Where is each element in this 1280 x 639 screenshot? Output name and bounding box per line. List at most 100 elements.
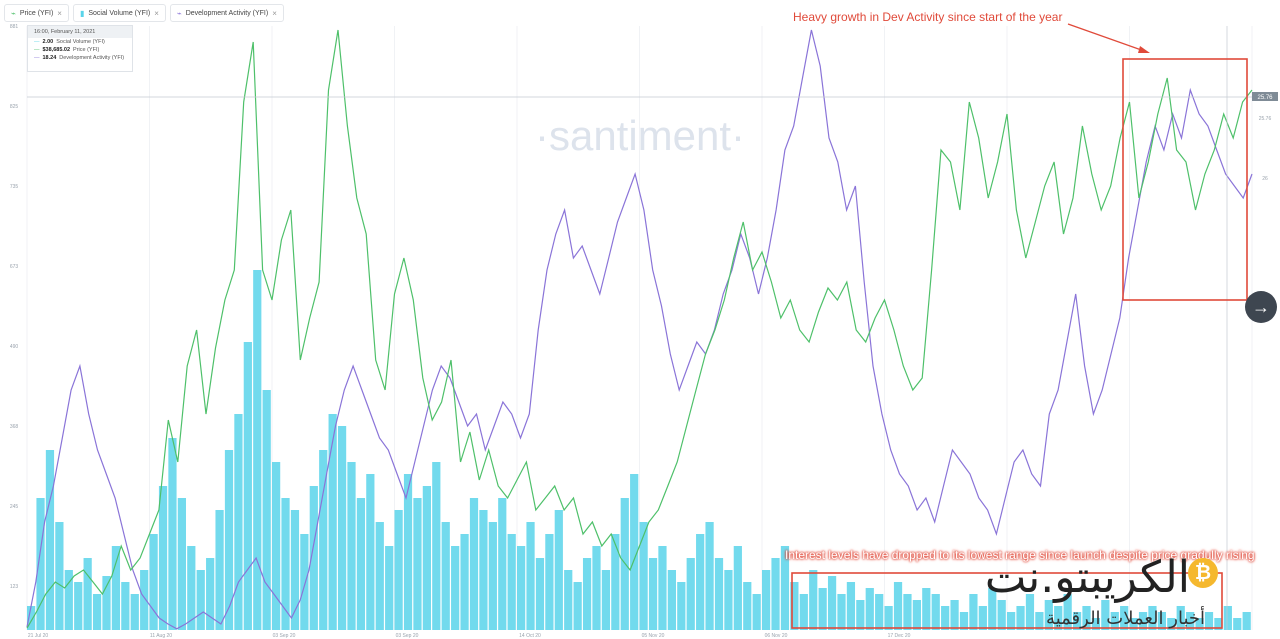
- close-icon[interactable]: ×: [57, 8, 62, 18]
- social-volume-bar: [1016, 606, 1025, 630]
- social-volume-bar: [55, 522, 64, 630]
- y-right-tick-label: 26: [1262, 176, 1268, 182]
- social-volume-bar: [451, 546, 460, 630]
- social-volume-bar: [83, 558, 92, 630]
- social-volume-bar: [884, 606, 893, 630]
- social-volume-bar: [394, 510, 403, 630]
- price-line: [26, 29, 1253, 629]
- social-volume-bar: [1025, 594, 1035, 630]
- social-volume-bar: [187, 546, 196, 630]
- social-volume-bar: [790, 582, 799, 630]
- annotation-interest-drop: Interest levels have dropped to its lowe…: [785, 548, 1255, 562]
- next-arrow-button[interactable]: →: [1245, 291, 1277, 323]
- tooltip-social-label: Social Volume (YFI): [56, 39, 105, 45]
- social-volume-bar: [168, 438, 177, 630]
- y-tick-label: 881: [10, 24, 19, 30]
- social-volume-bar: [799, 594, 808, 630]
- social-volume-bar: [809, 570, 818, 630]
- social-volume-bar: [36, 498, 45, 630]
- social-volume-bar: [686, 558, 695, 630]
- social-volume-bar: [818, 588, 827, 630]
- social-volume-bar: [752, 594, 761, 630]
- social-volume-bar: [337, 426, 347, 630]
- social-volume-bar: [733, 546, 742, 630]
- tab-price[interactable]: ⌁ Price (YFI) ×: [4, 4, 69, 22]
- social-volume-bar: [724, 570, 733, 630]
- site-logo: الكريبتو.نت ₿ أخبار العملات الرقمية: [930, 552, 1250, 638]
- social-volume-bar: [422, 486, 431, 630]
- social-volume-bar: [347, 462, 356, 630]
- x-tick-label: 21 Jul 20: [28, 633, 49, 639]
- social-volume-bar: [601, 570, 611, 630]
- social-volume-bar: [281, 498, 290, 630]
- social-volume-bar: [677, 582, 686, 630]
- social-volume-bar: [827, 576, 837, 630]
- social-volume-bar: [658, 546, 667, 630]
- logo-arabic-title: الكريبتو.نت: [984, 552, 1190, 603]
- tooltip-row-social: — 2.00 Social Volume (YFI): [28, 38, 132, 46]
- social-volume-bar: [102, 576, 111, 630]
- social-volume-bar: [1063, 594, 1072, 630]
- social-volume-bar: [1091, 618, 1101, 630]
- series-tabs: ⌁ Price (YFI) × ▮ Social Volume (YFI) × …: [4, 4, 284, 22]
- line-icon: ⌁: [176, 8, 182, 18]
- social-volume-bar: [215, 510, 224, 630]
- social-volume-bar: [441, 522, 450, 630]
- social-volume-bar: [969, 594, 978, 630]
- tab-price-label: Price (YFI): [19, 9, 54, 17]
- social-volume-bar: [554, 510, 563, 630]
- social-volume-bar: [997, 600, 1006, 630]
- social-volume-bar: [498, 498, 507, 630]
- social-volume-bar: [158, 486, 168, 630]
- y-right-tick-label: 25.76: [1259, 116, 1272, 122]
- x-axis: 21 Jul 20 11 Aug 20 03 Sep 20 03 Sep 20 14 O…: [28, 633, 911, 639]
- y-axis-left: 881 825 735 673 490 368 245 123: [10, 24, 19, 590]
- social-volume-bar: [356, 498, 366, 630]
- social-volume-bar: [771, 558, 780, 630]
- tab-dev-activity[interactable]: ⌁ Development Activity (YFI) ×: [169, 4, 284, 22]
- social-volume-bar: [253, 270, 262, 630]
- x-tick-label: 17 Dec 20: [888, 633, 911, 639]
- crosshair-value-badge: 25.76: [1252, 92, 1278, 101]
- y-tick-label: 368: [10, 424, 19, 430]
- tab-dev-activity-label: Development Activity (YFI): [185, 9, 269, 17]
- social-volume-bar: [262, 390, 271, 630]
- social-volume-bar: [385, 546, 394, 630]
- social-volume-bar: [941, 606, 950, 630]
- social-volume-bar: [413, 498, 422, 630]
- y-tick-label: 825: [10, 104, 19, 110]
- social-volume-bar: [460, 534, 469, 630]
- social-volume-bar: [290, 510, 300, 630]
- close-icon[interactable]: ×: [272, 8, 277, 18]
- social-volume-bar: [1120, 606, 1129, 630]
- social-volume-bar: [573, 582, 582, 630]
- social-volume-bar: [234, 414, 243, 630]
- x-tick-label: 11 Aug 20: [150, 633, 172, 639]
- social-volume-bar: [696, 534, 705, 630]
- social-volume-bar: [309, 486, 318, 630]
- social-volume-bar: [403, 474, 413, 630]
- tooltip-dev-value: 18.24: [42, 55, 57, 61]
- bar-icon: —: [34, 39, 40, 45]
- tab-social-volume[interactable]: ▮ Social Volume (YFI) ×: [72, 4, 166, 22]
- tab-social-volume-label: Social Volume (YFI): [88, 9, 151, 17]
- line-icon: ⌁: [11, 8, 16, 18]
- logo-arabic-subtitle: أخبار العملات الرقمية: [1046, 608, 1205, 629]
- social-volume-bar: [27, 606, 36, 630]
- social-volume-bar: [507, 534, 516, 630]
- line-icon: —: [34, 55, 40, 61]
- arrow-right-icon: →: [1252, 296, 1270, 317]
- close-icon[interactable]: ×: [154, 8, 159, 18]
- social-volume-bar: [545, 534, 554, 630]
- social-volume-bar: [837, 594, 846, 630]
- social-volume-bar: [582, 558, 592, 630]
- social-volume-bar: [639, 522, 648, 630]
- social-volume-bar: [865, 588, 874, 630]
- tooltip-price-value: $38,685.02: [42, 47, 71, 53]
- dev-activity-line: [26, 29, 1253, 630]
- social-volume-bar: [526, 522, 535, 630]
- x-tick-label: 06 Nov 20: [765, 633, 788, 639]
- social-volume-highlight-box: [791, 572, 1223, 629]
- social-volume-bar: [300, 534, 309, 630]
